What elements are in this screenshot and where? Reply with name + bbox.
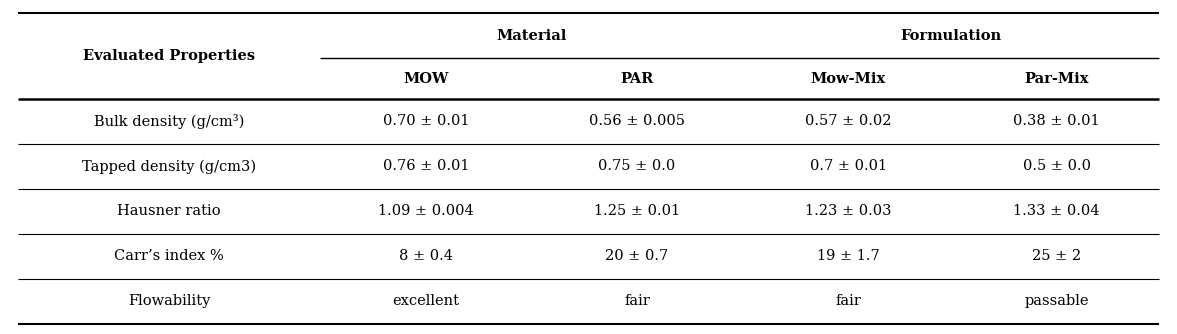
Text: 0.5 ± 0.0: 0.5 ± 0.0: [1023, 159, 1091, 173]
Text: fair: fair: [836, 295, 862, 309]
Text: Mow-Mix: Mow-Mix: [811, 71, 886, 86]
Text: Evaluated Properties: Evaluated Properties: [82, 49, 255, 63]
Text: 8 ± 0.4: 8 ± 0.4: [399, 249, 453, 264]
Text: 19 ± 1.7: 19 ± 1.7: [817, 249, 879, 264]
Text: 1.33 ± 0.04: 1.33 ± 0.04: [1013, 204, 1099, 218]
Text: excellent: excellent: [392, 295, 459, 309]
Text: Material: Material: [497, 29, 566, 43]
Text: 0.7 ± 0.01: 0.7 ± 0.01: [810, 159, 886, 173]
Text: 0.57 ± 0.02: 0.57 ± 0.02: [805, 114, 891, 128]
Text: MOW: MOW: [403, 71, 448, 86]
Text: Par-Mix: Par-Mix: [1024, 71, 1089, 86]
Text: 0.70 ± 0.01: 0.70 ± 0.01: [383, 114, 470, 128]
Text: 1.25 ± 0.01: 1.25 ± 0.01: [594, 204, 680, 218]
Text: 0.75 ± 0.0: 0.75 ± 0.0: [598, 159, 676, 173]
Text: 0.38 ± 0.01: 0.38 ± 0.01: [1013, 114, 1099, 128]
Text: 1.09 ± 0.004: 1.09 ± 0.004: [378, 204, 473, 218]
Text: Flowability: Flowability: [128, 295, 211, 309]
Text: Carr’s index %: Carr’s index %: [114, 249, 224, 264]
Text: passable: passable: [1024, 295, 1089, 309]
Text: Tapped density (g/cm3): Tapped density (g/cm3): [82, 159, 255, 174]
Text: PAR: PAR: [620, 71, 653, 86]
Text: 25 ± 2: 25 ± 2: [1032, 249, 1082, 264]
Text: Formulation: Formulation: [900, 29, 1002, 43]
Text: Hausner ratio: Hausner ratio: [118, 204, 221, 218]
Text: Bulk density (g/cm³): Bulk density (g/cm³): [94, 114, 244, 129]
Text: 20 ± 0.7: 20 ± 0.7: [605, 249, 669, 264]
Text: fair: fair: [624, 295, 650, 309]
Text: 1.23 ± 0.03: 1.23 ± 0.03: [805, 204, 891, 218]
Text: 0.76 ± 0.01: 0.76 ± 0.01: [383, 159, 470, 173]
Text: 0.56 ± 0.005: 0.56 ± 0.005: [588, 114, 685, 128]
